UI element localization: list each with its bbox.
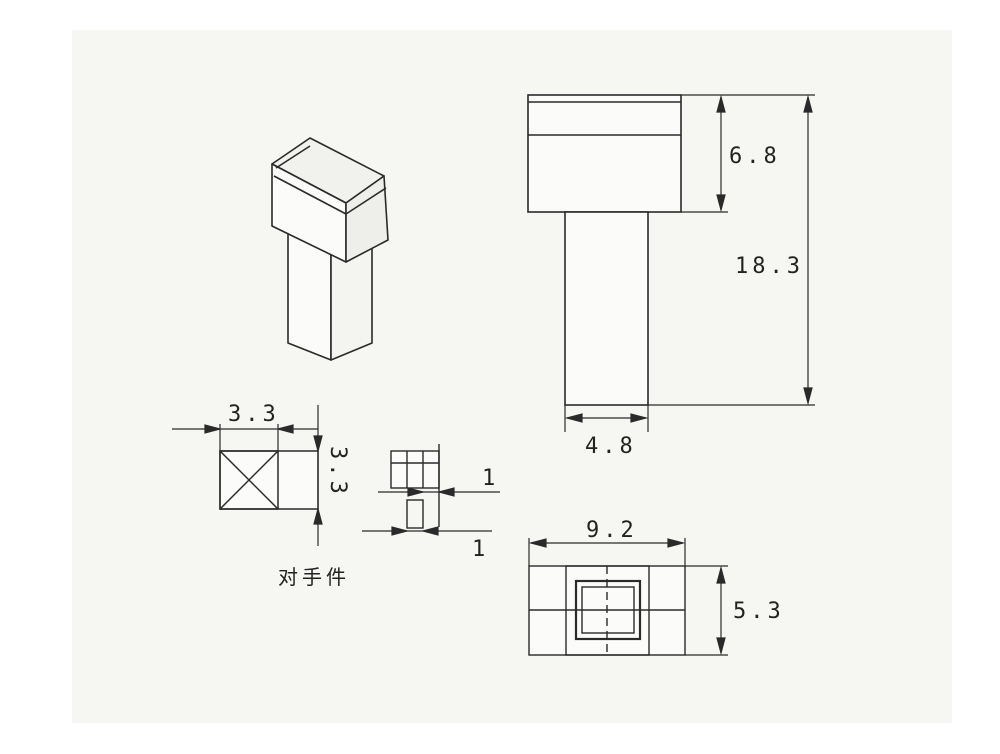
slot-detail-view bbox=[390, 444, 440, 529]
front-view bbox=[527, 94, 682, 406]
dim-label-cap-height: 6.8 bbox=[729, 144, 781, 169]
arrow-slot-width-b bbox=[436, 487, 455, 497]
base-dimensions bbox=[528, 538, 728, 656]
front-cap bbox=[527, 94, 682, 213]
mating-part-view bbox=[219, 450, 319, 510]
dim-label-base-height: 5.3 bbox=[733, 599, 785, 624]
slot-stem bbox=[406, 499, 424, 529]
dim-label-stem-width: 4.8 bbox=[585, 434, 637, 459]
mating-hole-square bbox=[219, 450, 279, 510]
slot-dimensions bbox=[362, 487, 500, 536]
arrow-slot-depth-b bbox=[420, 526, 439, 536]
mating-dimensions bbox=[172, 405, 323, 546]
arrow-stem-right bbox=[630, 413, 649, 423]
dim-label-base-width: 9.2 bbox=[586, 518, 638, 543]
iso-cap-edge-line bbox=[275, 145, 311, 169]
isometric-view bbox=[271, 137, 389, 361]
iso-cap-side-face bbox=[345, 175, 389, 263]
slot-body bbox=[390, 450, 440, 489]
arrow-mating-height-bottom bbox=[313, 506, 323, 525]
dim-label-slot-width: 1 bbox=[482, 466, 499, 491]
arrow-total-top bbox=[803, 94, 813, 113]
dim-label-mating-width: 3.3 bbox=[228, 402, 280, 427]
paper-background bbox=[72, 30, 952, 723]
front-stem bbox=[564, 211, 649, 406]
arrow-cap-bottom bbox=[716, 194, 726, 213]
dim-label-slot-depth: 1 bbox=[472, 537, 489, 562]
arrow-total-bottom bbox=[803, 387, 813, 406]
arrow-cap-top bbox=[716, 94, 726, 113]
arrow-base-width-left bbox=[528, 538, 547, 548]
arrow-base-width-right bbox=[667, 538, 686, 548]
dim-label-mating-height: 3.3 bbox=[325, 446, 350, 498]
arrow-stem-left bbox=[564, 413, 583, 423]
arrow-base-height-top bbox=[716, 565, 726, 584]
front-dimensions bbox=[564, 94, 815, 432]
arrow-base-height-bottom bbox=[716, 637, 726, 656]
base-view bbox=[528, 565, 686, 656]
mating-part-label: 对手件 bbox=[278, 565, 350, 589]
arrow-mating-width-left bbox=[204, 424, 223, 434]
iso-cap-bevel-line bbox=[273, 175, 387, 215]
mating-hole-cross-b bbox=[219, 450, 279, 510]
arrow-mating-height-top bbox=[313, 435, 323, 454]
arrow-slot-depth-a bbox=[391, 526, 410, 536]
dim-label-total-height: 18.3 bbox=[735, 254, 804, 279]
arrow-mating-width-right bbox=[275, 424, 294, 434]
arrow-slot-width-a bbox=[407, 487, 426, 497]
